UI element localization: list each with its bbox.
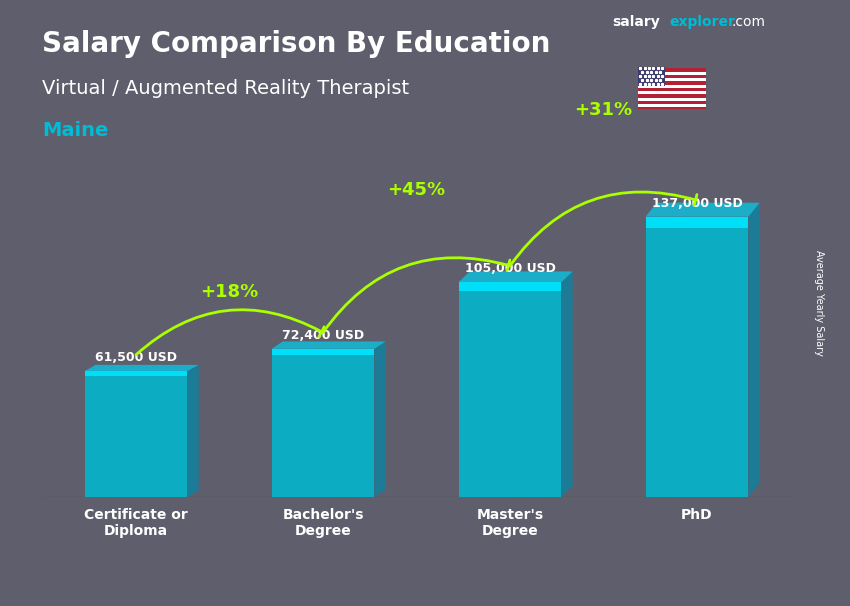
Text: Virtual / Augmented Reality Therapist: Virtual / Augmented Reality Therapist bbox=[42, 79, 410, 98]
Bar bbox=[638, 78, 706, 81]
Bar bbox=[638, 98, 706, 101]
Text: 72,400 USD: 72,400 USD bbox=[282, 328, 364, 342]
Bar bbox=[638, 104, 706, 107]
Polygon shape bbox=[84, 365, 199, 371]
Bar bbox=[271, 349, 374, 355]
Text: explorer: explorer bbox=[670, 15, 736, 29]
Bar bbox=[646, 217, 748, 497]
Text: salary: salary bbox=[612, 15, 660, 29]
Text: 105,000 USD: 105,000 USD bbox=[465, 262, 555, 275]
Bar bbox=[638, 95, 706, 98]
Polygon shape bbox=[187, 365, 199, 497]
Polygon shape bbox=[748, 203, 760, 497]
Text: +18%: +18% bbox=[201, 282, 258, 301]
Bar bbox=[84, 371, 187, 497]
Bar bbox=[459, 282, 561, 291]
Text: +31%: +31% bbox=[575, 101, 632, 119]
Polygon shape bbox=[271, 341, 386, 349]
Bar bbox=[638, 68, 706, 72]
Bar bbox=[84, 371, 187, 376]
Text: Maine: Maine bbox=[42, 121, 109, 140]
Bar bbox=[638, 101, 706, 104]
Bar bbox=[638, 72, 706, 75]
Text: 137,000 USD: 137,000 USD bbox=[652, 196, 742, 210]
Bar bbox=[271, 349, 374, 497]
Polygon shape bbox=[646, 203, 760, 217]
Text: +45%: +45% bbox=[388, 181, 445, 199]
Polygon shape bbox=[374, 341, 386, 497]
Bar bbox=[638, 67, 665, 86]
Bar bbox=[638, 91, 706, 95]
Bar bbox=[638, 81, 706, 85]
Text: 61,500 USD: 61,500 USD bbox=[95, 351, 177, 364]
Bar bbox=[459, 282, 561, 497]
Polygon shape bbox=[561, 271, 573, 497]
Text: Salary Comparison By Education: Salary Comparison By Education bbox=[42, 30, 551, 58]
Text: .com: .com bbox=[732, 15, 766, 29]
Bar bbox=[646, 217, 748, 228]
Bar bbox=[638, 88, 706, 91]
Bar bbox=[638, 107, 706, 111]
Bar bbox=[638, 85, 706, 88]
Text: Average Yearly Salary: Average Yearly Salary bbox=[814, 250, 824, 356]
Polygon shape bbox=[459, 271, 573, 282]
Bar bbox=[638, 75, 706, 78]
